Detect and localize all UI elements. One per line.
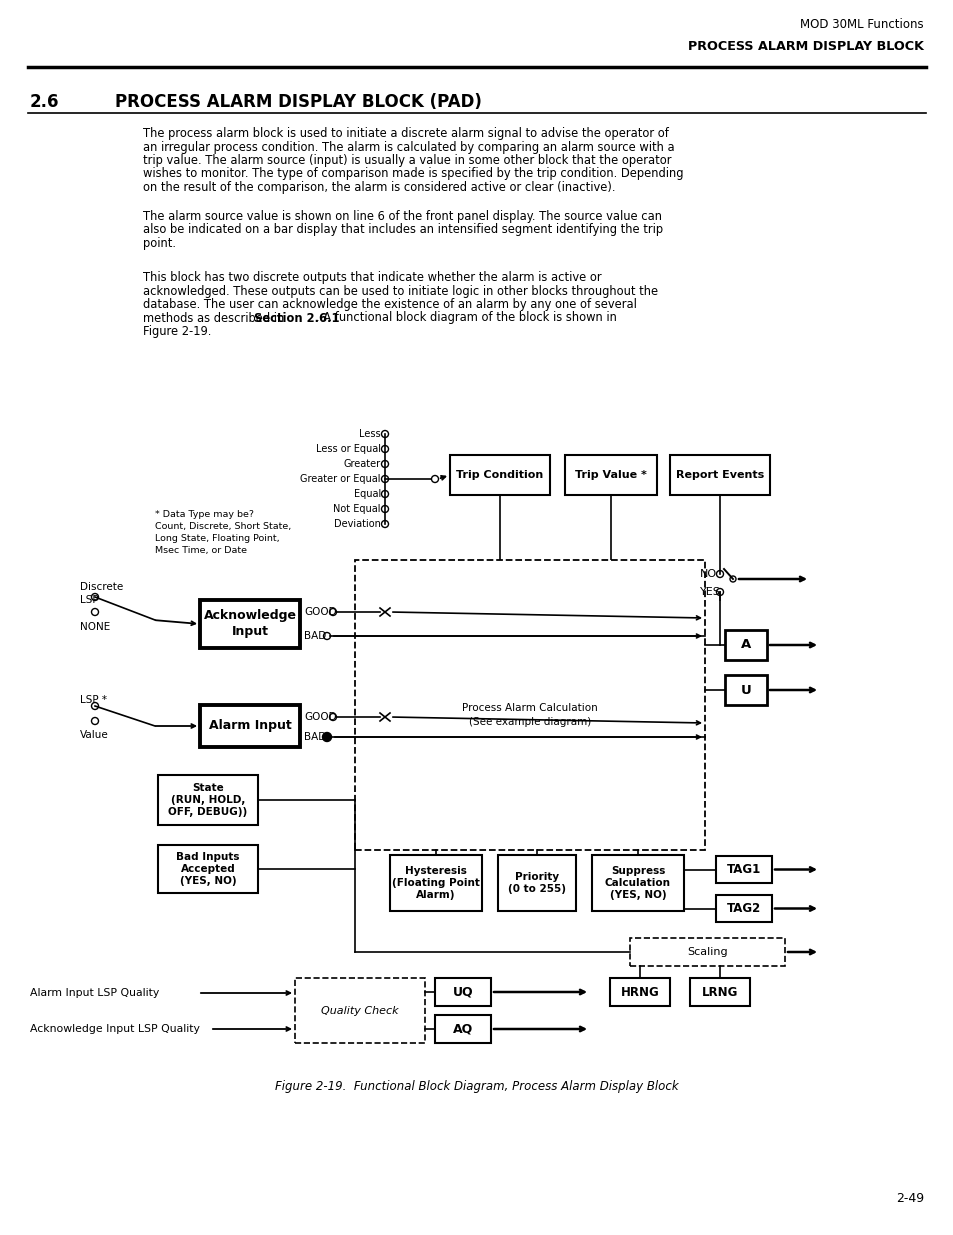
Text: MOD 30ML Functions: MOD 30ML Functions [800, 19, 923, 31]
Text: TAG2: TAG2 [726, 902, 760, 915]
Bar [450, 454, 550, 495]
Text: Alarm Input LSP Quality: Alarm Input LSP Quality [30, 988, 159, 998]
Bar [355, 559, 704, 850]
Text: Report Events: Report Events [675, 471, 763, 480]
Text: Figure 2-19.  Functional Block Diagram, Process Alarm Display Block: Figure 2-19. Functional Block Diagram, P… [274, 1079, 679, 1093]
Text: State
(RUN, HOLD,
OFF, DEBUG)): State (RUN, HOLD, OFF, DEBUG)) [168, 783, 248, 818]
Text: Discrete
LSP: Discrete LSP [80, 582, 123, 605]
Bar [689, 978, 749, 1007]
Text: This block has two discrete outputs that indicate whether the alarm is active or: This block has two discrete outputs that… [143, 270, 601, 284]
Text: GOOD: GOOD [304, 606, 336, 618]
Text: Scaling: Scaling [686, 947, 727, 957]
Text: Greater: Greater [343, 459, 380, 469]
Text: methods as described in: methods as described in [143, 311, 288, 325]
Text: The process alarm block is used to initiate a discrete alarm signal to advise th: The process alarm block is used to initi… [143, 127, 668, 140]
Bar [669, 454, 769, 495]
Bar [497, 855, 576, 911]
Text: TAG1: TAG1 [726, 863, 760, 876]
Text: Not Equal: Not Equal [334, 504, 380, 514]
Text: HRNG: HRNG [620, 986, 659, 999]
Text: wishes to monitor. The type of comparison made is specified by the trip conditio: wishes to monitor. The type of compariso… [143, 168, 682, 180]
Bar [629, 939, 784, 966]
Bar [716, 895, 771, 923]
Bar [716, 856, 771, 883]
Text: AQ: AQ [453, 1023, 473, 1035]
Text: PROCESS ALARM DISPLAY BLOCK: PROCESS ALARM DISPLAY BLOCK [687, 40, 923, 53]
Circle shape [322, 732, 331, 741]
Text: Alarm Input: Alarm Input [209, 720, 291, 732]
Text: Trip Condition: Trip Condition [456, 471, 543, 480]
Bar [609, 978, 669, 1007]
Text: Greater or Equal: Greater or Equal [300, 474, 380, 484]
Bar [724, 676, 766, 705]
Text: Process Alarm Calculation
(See example diagram): Process Alarm Calculation (See example d… [461, 704, 598, 726]
Text: trip value. The alarm source (input) is usually a value in some other block that: trip value. The alarm source (input) is … [143, 154, 671, 167]
Text: UQ: UQ [453, 986, 473, 999]
Text: Value: Value [80, 730, 109, 740]
Text: BAD: BAD [304, 732, 326, 742]
Bar [158, 776, 257, 825]
Text: Priority
(0 to 255): Priority (0 to 255) [507, 872, 565, 894]
Text: Figure 2-19.: Figure 2-19. [143, 325, 212, 338]
Bar [435, 978, 491, 1007]
Text: Quality Check: Quality Check [321, 1005, 398, 1015]
Text: Acknowledge
Input: Acknowledge Input [203, 610, 296, 638]
Text: * Data Type may be?
Count, Discrete, Short State,
Long State, Floating Point,
Ms: * Data Type may be? Count, Discrete, Sho… [154, 510, 291, 556]
Text: PROCESS ALARM DISPLAY BLOCK (PAD): PROCESS ALARM DISPLAY BLOCK (PAD) [115, 93, 481, 111]
Text: YES: YES [700, 587, 720, 597]
Text: Less or Equal: Less or Equal [315, 445, 380, 454]
Text: Bad Inputs
Accepted
(YES, NO): Bad Inputs Accepted (YES, NO) [176, 852, 239, 887]
Text: . A functional block diagram of the block is shown in: . A functional block diagram of the bloc… [315, 311, 617, 325]
Text: point.: point. [143, 237, 175, 249]
Text: Section 2.6.1: Section 2.6.1 [253, 311, 339, 325]
Text: A: A [740, 638, 750, 652]
Text: an irregular process condition. The alarm is calculated by comparing an alarm so: an irregular process condition. The alar… [143, 141, 674, 153]
Text: Trip Value *: Trip Value * [575, 471, 646, 480]
Text: Suppress
Calculation
(YES, NO): Suppress Calculation (YES, NO) [604, 866, 670, 900]
Bar [390, 855, 481, 911]
Bar [724, 630, 766, 659]
Text: Acknowledge Input LSP Quality: Acknowledge Input LSP Quality [30, 1024, 200, 1034]
Bar [200, 705, 299, 747]
Bar [564, 454, 657, 495]
Bar [158, 845, 257, 893]
Text: Deviation: Deviation [334, 519, 380, 529]
Text: Less: Less [359, 429, 380, 438]
Text: 2.6: 2.6 [30, 93, 59, 111]
Text: 2-49: 2-49 [895, 1192, 923, 1205]
Text: U: U [740, 683, 751, 697]
Text: LRNG: LRNG [701, 986, 738, 999]
Bar [592, 855, 683, 911]
Text: NO: NO [700, 569, 717, 579]
Text: Hysteresis
(Floating Point
Alarm): Hysteresis (Floating Point Alarm) [392, 866, 479, 900]
Text: GOOD: GOOD [304, 713, 336, 722]
Text: LSP *: LSP * [80, 695, 107, 705]
Text: acknowledged. These outputs can be used to initiate logic in other blocks throug: acknowledged. These outputs can be used … [143, 284, 658, 298]
Text: The alarm source value is shown on line 6 of the front panel display. The source: The alarm source value is shown on line … [143, 210, 661, 224]
Text: BAD: BAD [304, 631, 326, 641]
Text: also be indicated on a bar display that includes an intensified segment identify: also be indicated on a bar display that … [143, 224, 662, 236]
Bar [200, 600, 299, 648]
Text: on the result of the comparison, the alarm is considered active or clear (inacti: on the result of the comparison, the ala… [143, 182, 615, 194]
Text: database. The user can acknowledge the existence of an alarm by any one of sever: database. The user can acknowledge the e… [143, 298, 637, 311]
Bar [294, 978, 424, 1044]
Text: NONE: NONE [80, 622, 111, 632]
Text: Equal: Equal [354, 489, 380, 499]
Bar [435, 1015, 491, 1044]
